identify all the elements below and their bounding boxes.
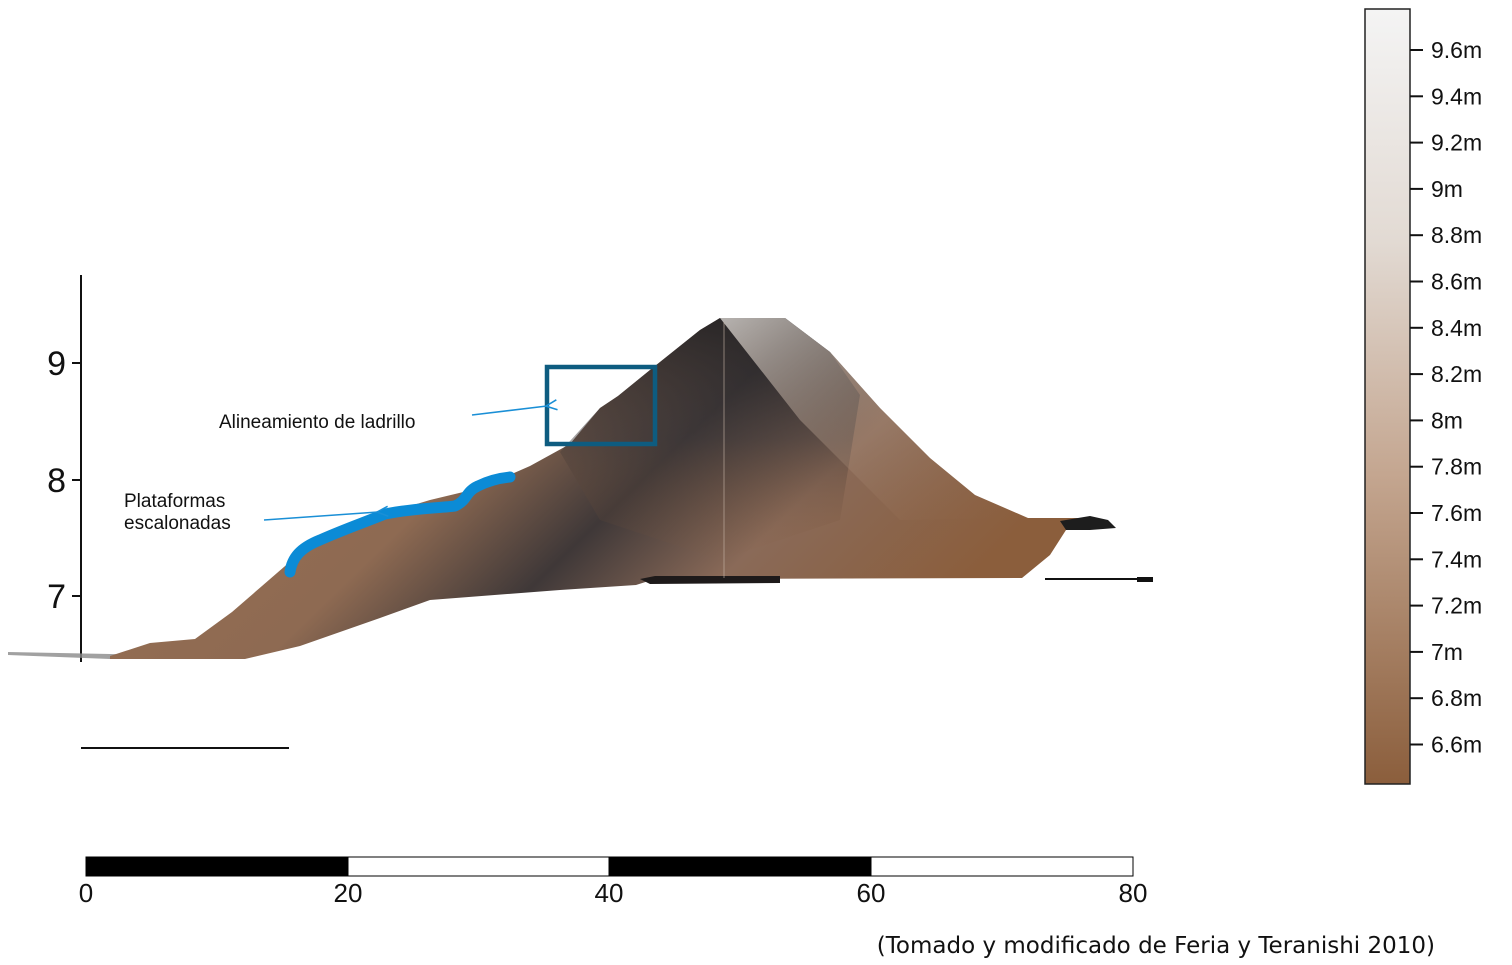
legend-label: 7.4m (1431, 546, 1482, 572)
mound-base-shadow (640, 576, 780, 584)
color-legend-bar (1364, 8, 1411, 785)
mound-right-tip (1060, 516, 1116, 530)
legend-label: 7.8m (1431, 454, 1482, 480)
scale-bar-segment (347, 856, 610, 877)
y-tick-label: 7 (47, 578, 66, 616)
legend-label: 8m (1431, 407, 1463, 433)
legend-label: 9.6m (1431, 37, 1482, 63)
legend-label: 8.8m (1431, 222, 1482, 248)
scale-tick-label: 40 (595, 878, 624, 908)
stepped-platforms-highlight (284, 471, 516, 578)
source-note: (Tomado y modificado de Feria y Teranish… (877, 933, 1435, 959)
scale-tick-label: 80 (1119, 878, 1148, 908)
terraces-label-line2: escalonadas (124, 513, 231, 534)
scale-bar-segment (608, 856, 872, 877)
y-tick-label: 8 (47, 462, 66, 500)
scale-tick-label: 0 (79, 878, 93, 908)
terraces-label-line1: Plataformas (124, 491, 225, 512)
legend-label: 9.4m (1431, 83, 1482, 109)
y-axis: 9 8 7 (47, 275, 82, 662)
scale-bar-segment (85, 856, 349, 877)
y-tick-label: 9 (47, 345, 66, 383)
mound-right-flank-light (720, 318, 1028, 520)
scale-bar-segment (870, 856, 1134, 877)
brick-alignment-arrow (471, 406, 547, 416)
legend-label: 9m (1431, 176, 1463, 202)
legend-label: 6.8m (1431, 685, 1482, 711)
reference-line-right-end (1137, 577, 1153, 582)
legend-label: 6.6m (1431, 732, 1482, 758)
scale-tick-label: 60 (857, 878, 886, 908)
brick-alignment-label: Alineamiento de ladrillo (219, 412, 415, 433)
legend-label: 7m (1431, 639, 1463, 665)
legend-label: 9.2m (1431, 130, 1482, 156)
scale-bar: 0 20 40 60 80 (79, 856, 1148, 908)
scale-tick-label: 20 (334, 878, 363, 908)
legend-label: 8.2m (1431, 361, 1482, 387)
color-legend: 9.6m 9.4m 9.2m 9m 8.8m 8.6m 8.4m 8.2m 8m 7.8m 7.6m… (1364, 8, 1482, 785)
legend-label: 8.4m (1431, 315, 1482, 341)
legend-label: 7.6m (1431, 500, 1482, 526)
color-legend-ticks: 9.6m 9.4m 9.2m 9m 8.8m 8.6m 8.4m 8.2m 8m 7.8m 7.6m… (1410, 37, 1482, 758)
legend-label: 8.6m (1431, 269, 1482, 295)
mound-profile (8, 318, 1116, 659)
terraces-arrow (263, 512, 378, 521)
legend-label: 7.2m (1431, 593, 1482, 619)
